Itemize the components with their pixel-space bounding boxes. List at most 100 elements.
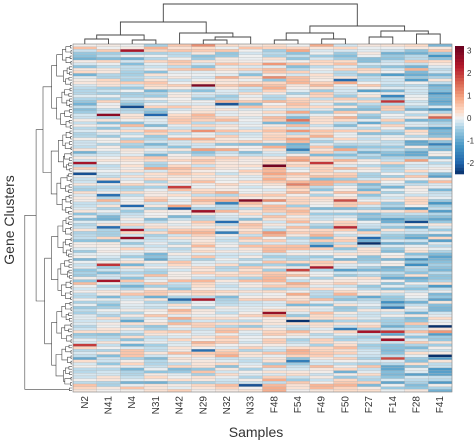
heatmap-cell: [191, 244, 216, 248]
heatmap-cell: [309, 362, 334, 366]
heatmap-cell: [309, 207, 334, 211]
heatmap-cell: [120, 65, 145, 69]
heatmap-cell: [428, 59, 453, 63]
heatmap-cell: [72, 322, 97, 326]
heatmap-cell: [357, 225, 382, 229]
heatmap-cell: [404, 169, 429, 173]
heatmap-cell: [167, 322, 192, 326]
legend-tick-label: 0: [467, 114, 472, 123]
heatmap-cell: [357, 244, 382, 248]
heatmap-cell: [428, 89, 453, 93]
heatmap-cell: [380, 116, 405, 120]
heatmap-cell: [333, 373, 358, 377]
heatmap-cell: [143, 359, 168, 363]
heatmap-cell: [428, 362, 453, 366]
heatmap-cell: [120, 346, 145, 350]
heatmap-cell: [309, 102, 334, 106]
heatmap-cell: [120, 207, 145, 211]
heatmap-cell: [428, 335, 453, 339]
heatmap-cell: [167, 137, 192, 141]
heatmap-cell: [215, 338, 239, 342]
heatmap-cell: [428, 375, 453, 379]
heatmap-cell: [357, 209, 382, 213]
heatmap-cell: [404, 306, 429, 310]
heatmap-cell: [120, 59, 145, 63]
heatmap-cell: [167, 188, 192, 192]
heatmap-cell: [428, 148, 453, 152]
heatmap-cell: [380, 177, 405, 181]
row-dendrogram-branch: [55, 354, 64, 377]
heatmap-cell: [286, 84, 311, 87]
heatmap-cell: [191, 233, 216, 237]
heatmap-cell: [404, 70, 429, 74]
heatmap-cell: [262, 140, 287, 144]
heatmap-cell: [72, 276, 97, 280]
heatmap-cell: [96, 158, 121, 162]
heatmap-cell: [238, 266, 263, 269]
heatmap-cell: [96, 362, 121, 366]
heatmap-cell: [191, 110, 216, 114]
heatmap-cell: [72, 316, 97, 320]
heatmap-cell: [191, 116, 216, 120]
heatmap-cell: [72, 81, 97, 85]
heatmap-cell: [286, 193, 311, 197]
heatmap-cell: [191, 255, 216, 259]
legend-color-step: [455, 167, 464, 172]
heatmap-cell: [309, 43, 334, 47]
heatmap-cell: [215, 335, 239, 339]
heatmap-cell: [167, 367, 192, 371]
heatmap-cell: [143, 332, 168, 336]
heatmap-cell: [72, 185, 97, 189]
heatmap-cell: [404, 335, 429, 339]
heatmap-cell: [333, 89, 358, 93]
heatmap-cell: [167, 359, 192, 363]
heatmap-cell: [72, 215, 97, 219]
heatmap-cell: [309, 105, 334, 109]
heatmap-cell: [191, 225, 216, 229]
heatmap-cell: [215, 319, 239, 323]
heatmap-cell: [143, 349, 168, 352]
heatmap-cell: [72, 175, 97, 178]
heatmap-cell: [96, 156, 121, 160]
heatmap-cell: [72, 247, 97, 251]
heatmap-cell: [96, 316, 121, 320]
heatmap-cell: [428, 322, 453, 326]
heatmap-cell: [143, 204, 168, 208]
heatmap-cell: [357, 191, 382, 195]
heatmap-cell: [357, 389, 382, 393]
heatmap-cell: [428, 199, 453, 203]
heatmap-cell: [428, 207, 453, 211]
heatmap-cell: [143, 121, 168, 125]
heatmap-cell: [262, 134, 287, 138]
heatmap-cell: [143, 228, 168, 232]
heatmap-cell: [167, 86, 192, 90]
heatmap-cell: [404, 212, 429, 216]
heatmap-cell: [143, 378, 168, 382]
heatmap-cell: [333, 105, 358, 109]
heatmap-cell: [96, 330, 121, 334]
heatmap-cell: [167, 389, 192, 393]
heatmap-cell: [96, 51, 121, 55]
heatmap-cell: [286, 274, 311, 278]
heatmap-cell: [72, 167, 97, 170]
heatmap-cell: [309, 113, 334, 117]
heatmap-cell: [357, 75, 382, 79]
heatmap-cell: [72, 330, 97, 334]
heatmap-cell: [120, 292, 145, 296]
row-dendrogram-branch: [64, 260, 69, 267]
heatmap-cell: [309, 153, 334, 157]
heatmap-cell: [286, 73, 311, 77]
heatmap-cell: [238, 233, 263, 237]
heatmap-cell: [404, 153, 429, 157]
heatmap-cell: [357, 183, 382, 187]
heatmap-cell: [215, 260, 239, 264]
heatmap-cell: [357, 319, 382, 323]
heatmap-cell: [428, 381, 453, 385]
heatmap-cell: [262, 381, 287, 385]
legend-tick-label: -1: [467, 136, 474, 145]
heatmap-cell: [191, 247, 216, 251]
heatmap-cell: [191, 140, 216, 144]
heatmap-cell: [96, 196, 121, 200]
heatmap-cell: [167, 279, 192, 283]
